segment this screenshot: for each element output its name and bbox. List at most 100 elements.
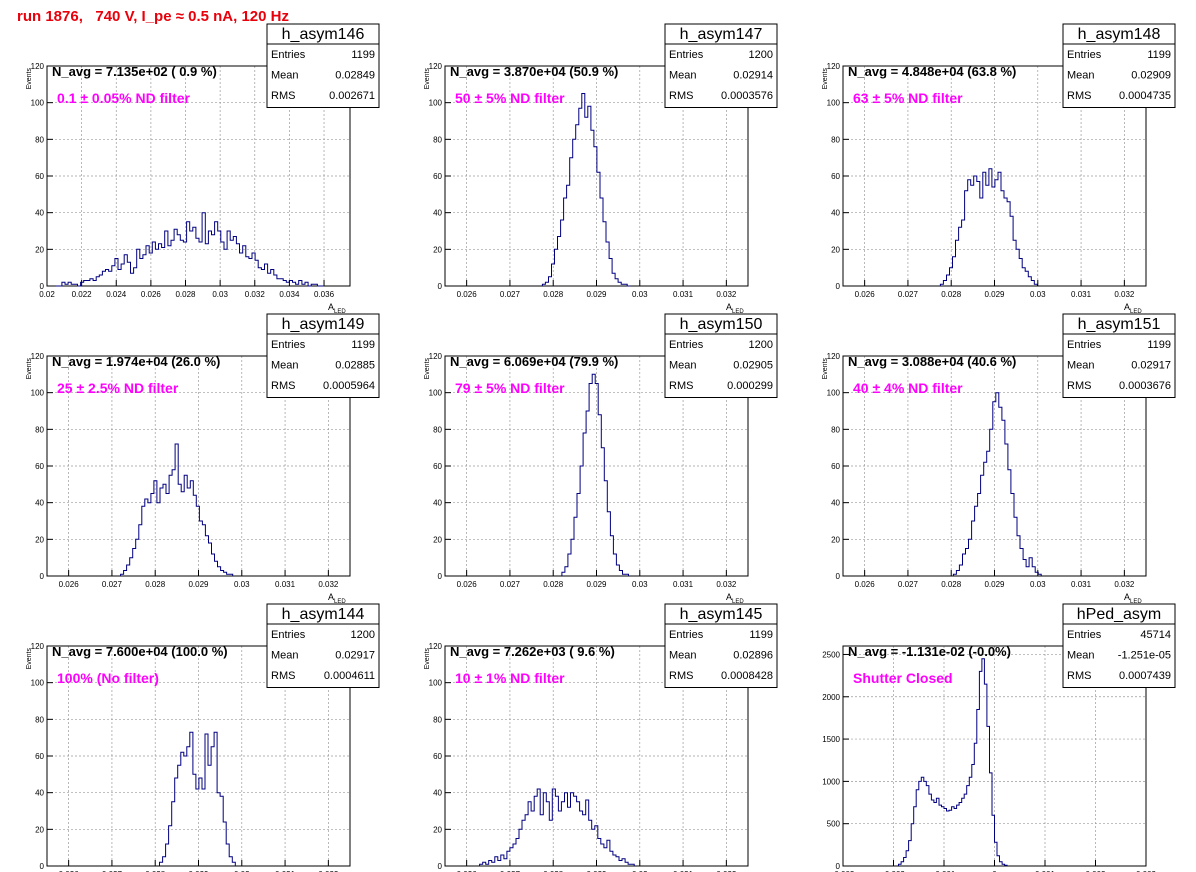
- stats-label: Entries: [1067, 629, 1102, 641]
- x-tick-label: 0.026: [59, 580, 80, 589]
- x-tick-label: 0.029: [984, 290, 1005, 299]
- stats-box: [664, 333, 778, 398]
- histogram-series: [159, 731, 236, 866]
- filter-annotation: 0.1 ± 0.05% ND filter: [57, 90, 191, 106]
- x-tick-label: 0.031: [673, 870, 694, 872]
- histogram-series: [952, 392, 1042, 576]
- x-tick-label: 0.024: [106, 290, 127, 299]
- y-tick-label: 60: [433, 752, 442, 761]
- y-axis-label: Events: [424, 68, 431, 90]
- stats-value: 45714: [1140, 629, 1171, 641]
- x-tick-label: 0.029: [586, 870, 607, 872]
- x-tick-label: -0.001: [933, 870, 956, 872]
- y-tick-label: 80: [433, 425, 442, 434]
- x-tick-label: 0.032: [318, 870, 339, 872]
- y-axis-label: Events: [26, 648, 33, 670]
- stats-value: 0.02849: [335, 70, 375, 82]
- stats-value: 0.002671: [329, 90, 375, 102]
- stats-title: h_asym149: [282, 316, 365, 333]
- stats-value: 0.0005964: [323, 380, 375, 392]
- y-tick-label: 20: [831, 245, 840, 254]
- stats-value: 0.0007439: [1119, 670, 1171, 682]
- y-tick-label: 120: [827, 62, 841, 71]
- filter-annotation: 25 ± 2.5% ND filter: [57, 380, 179, 396]
- histogram-series: [479, 788, 635, 866]
- histogram-panel-h_asym148: 0.026 0.027 0.028 0.029 0.03 0.031 0.032 0 20 40 6…: [822, 23, 1176, 315]
- y-tick-label: 100: [827, 99, 841, 108]
- navg-label: N_avg = -1.131e-02 (-0.0%): [848, 644, 1011, 659]
- x-tick-label: 0.034: [279, 290, 300, 299]
- x-tick-label: 0.032: [1114, 580, 1135, 589]
- y-tick-label: 100: [429, 389, 443, 398]
- x-tick-label: 0.03: [212, 290, 228, 299]
- stats-box: [1062, 43, 1176, 108]
- histogram-series: [541, 93, 631, 287]
- y-tick-label: 80: [35, 715, 44, 724]
- stats-title: h_asym145: [680, 606, 763, 623]
- x-tick-label: 0.036: [314, 290, 335, 299]
- stats-value: 1200: [351, 629, 375, 641]
- stats-label: Mean: [271, 70, 299, 82]
- stats-label: Entries: [1067, 49, 1102, 61]
- x-tick-label: 0.03: [234, 870, 250, 872]
- x-tick-label: 0.026: [457, 580, 478, 589]
- stats-label: Mean: [1067, 360, 1095, 372]
- stats-value: 1199: [351, 49, 375, 61]
- histogram-panel-h_asym151: 0.026 0.027 0.028 0.029 0.03 0.031 0.032 0 20 40 6…: [822, 313, 1176, 605]
- filter-annotation: 100% (No filter): [57, 670, 159, 686]
- x-tick-label: 0.031: [275, 870, 296, 872]
- histogram-series: [898, 658, 1008, 866]
- stats-label: Mean: [669, 70, 697, 82]
- x-tick-label: 0.026: [855, 580, 876, 589]
- y-tick-label: 80: [433, 135, 442, 144]
- x-tick-label: 0.028: [175, 290, 196, 299]
- y-axis-label: Events: [424, 358, 431, 380]
- navg-label: N_avg = 6.069e+04 (79.9 %): [450, 354, 618, 369]
- y-tick-label: 20: [433, 825, 442, 834]
- x-tick-label: 0.026: [457, 870, 478, 872]
- y-tick-label: 120: [429, 642, 443, 651]
- histogram-panel-h_asym150: 0.026 0.027 0.028 0.029 0.03 0.031 0.032 0 20 40 6…: [424, 313, 778, 605]
- x-tick-label: 0.003: [1136, 870, 1157, 872]
- x-tick-label: 0.027: [898, 580, 919, 589]
- stats-label: Entries: [1067, 339, 1102, 351]
- navg-label: N_avg = 3.870e+04 (50.9 %): [450, 64, 618, 79]
- x-tick-label: 0.026: [141, 290, 162, 299]
- y-tick-label: 0: [836, 572, 841, 581]
- y-tick-label: 80: [433, 715, 442, 724]
- x-tick-label: 0.028: [543, 290, 564, 299]
- x-tick-label: 0.031: [1071, 290, 1092, 299]
- navg-label: N_avg = 1.974e+04 (26.0 %): [52, 354, 220, 369]
- y-tick-label: 1000: [822, 777, 840, 786]
- y-axis-label: Events: [822, 68, 829, 90]
- y-tick-label: 20: [433, 535, 442, 544]
- y-tick-label: 40: [35, 499, 44, 508]
- stats-title: h_asym151: [1078, 316, 1161, 333]
- x-tick-label: 0.028: [941, 580, 962, 589]
- y-tick-label: 0: [438, 282, 443, 291]
- stats-label: Mean: [669, 650, 697, 662]
- filter-annotation: 50 ± 5% ND filter: [455, 90, 565, 106]
- histogram-series: [939, 168, 1038, 286]
- y-tick-label: 100: [31, 99, 45, 108]
- stats-label: Mean: [1067, 70, 1095, 82]
- stats-box: [266, 43, 380, 108]
- page-title: run 1876, 740 V, I_pe ≈ 0.5 nA, 120 Hz: [17, 8, 289, 25]
- navg-label: N_avg = 7.135e+02 ( 0.9 %): [52, 64, 217, 79]
- x-tick-label: 0.029: [586, 580, 607, 589]
- histogram-series: [120, 443, 234, 576]
- stats-label: RMS: [1067, 670, 1091, 682]
- x-tick-label: 0.032: [716, 580, 737, 589]
- histogram-panel-hPed_asym: -0.003 -0.002 -0.001 0 0.001 0.002 0.003 0 500 10…: [822, 603, 1176, 872]
- x-tick-label: 0.032: [245, 290, 266, 299]
- histogram-panel-h_asym146: 0.02 0.022 0.024 0.026 0.028 0.03 0.032 0.034 0.…: [26, 23, 380, 315]
- y-tick-label: 1500: [822, 735, 840, 744]
- y-tick-label: 120: [827, 352, 841, 361]
- filter-annotation: 40 ± 4% ND filter: [853, 380, 963, 396]
- x-tick-label: 0.03: [632, 290, 648, 299]
- y-tick-label: 100: [827, 389, 841, 398]
- stats-value: 1199: [1147, 339, 1171, 351]
- x-tick-label: 0.026: [855, 290, 876, 299]
- x-tick-label: 0.031: [673, 290, 694, 299]
- y-tick-label: 100: [429, 679, 443, 688]
